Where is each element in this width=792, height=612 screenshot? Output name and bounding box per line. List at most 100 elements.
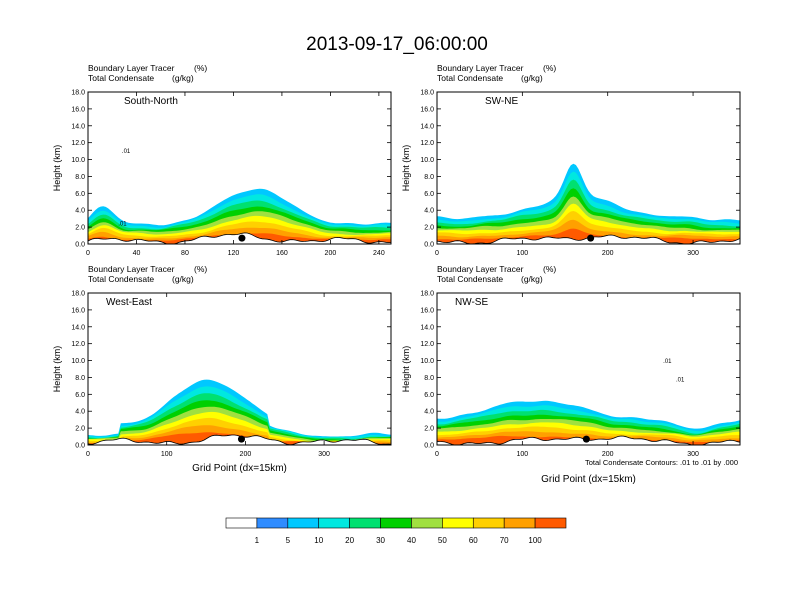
y-tick-label: 2.0 [424, 426, 434, 433]
x-tick-label: 300 [687, 451, 699, 458]
header-tracer-label: Boundary Layer Tracer [437, 264, 524, 274]
colorbar-swatch [503, 517, 536, 529]
colorbar-swatch [256, 517, 289, 529]
plot-frame [436, 91, 741, 245]
y-axis-label: Height (km) [401, 346, 411, 393]
header-condensate-unit: (g/kg) [172, 274, 194, 284]
y-tick-label: 12.0 [420, 341, 434, 348]
header-tracer-label: Boundary Layer Tracer [88, 264, 175, 274]
y-tick-label: 0.0 [424, 443, 434, 450]
y-tick-label: 2.0 [424, 225, 434, 232]
header-condensate-unit: (g/kg) [521, 73, 543, 83]
header-tracer-unit: (%) [194, 63, 207, 73]
colorbar-label: 40 [407, 536, 416, 545]
y-axis-label: Height (km) [52, 145, 62, 192]
panel-nw-se: Boundary Layer Tracer (%) Total Condensate… [401, 264, 741, 485]
colorbar-swatch [380, 517, 412, 529]
y-tick-label: 16.0 [420, 106, 434, 113]
y-tick-label: 10.0 [420, 157, 434, 164]
colorbar-label: 100 [528, 536, 542, 545]
y-tick-label: 10.0 [420, 358, 434, 365]
y-tick-label: 4.0 [75, 409, 85, 416]
center-dot [587, 234, 595, 242]
colorbar-swatch [287, 517, 320, 529]
header-tracer-unit: (%) [194, 264, 207, 274]
tracer-field [437, 163, 740, 244]
x-tick-label: 200 [325, 250, 337, 257]
x-tick-label: 200 [602, 451, 614, 458]
contour-label: .01 [663, 359, 672, 365]
x-tick-label: 200 [240, 451, 252, 458]
contour-label: .01 [122, 149, 131, 155]
x-tick-label: 160 [276, 250, 288, 257]
x-tick-label: 0 [86, 250, 90, 257]
panel-name: West-East [106, 297, 152, 308]
x-tick-label: 0 [435, 250, 439, 257]
y-tick-label: 10.0 [71, 358, 85, 365]
header-condensate-unit: (g/kg) [172, 73, 194, 83]
x-tick-label: 40 [133, 250, 141, 257]
y-axis-label: Height (km) [401, 145, 411, 192]
colorbar-label: 20 [345, 536, 354, 545]
y-tick-label: 12.0 [71, 140, 85, 147]
y-tick-label: 14.0 [420, 123, 434, 130]
y-tick-label: 12.0 [420, 140, 434, 147]
header-tracer-unit: (%) [543, 63, 556, 73]
y-tick-label: 6.0 [424, 392, 434, 399]
y-tick-label: 8.0 [75, 375, 85, 382]
colorbar-swatch [472, 517, 505, 529]
panel-sw-ne: Boundary Layer Tracer (%) Total Condensate… [401, 63, 741, 257]
header-tracer-unit: (%) [543, 264, 556, 274]
header-condensate-label: Total Condensate [437, 73, 503, 83]
y-tick-label: 0.0 [75, 443, 85, 450]
x-axis-label: Grid Point (dx=15km) [192, 463, 287, 474]
y-tick-label: 14.0 [71, 123, 85, 130]
header-tracer-label: Boundary Layer Tracer [437, 63, 524, 73]
x-tick-label: 0 [435, 451, 439, 458]
colorbar-label: 60 [469, 536, 478, 545]
panel-west-east: Boundary Layer Tracer (%) Total Condensate… [52, 264, 392, 474]
x-tick-label: 100 [517, 451, 529, 458]
y-tick-label: 14.0 [420, 324, 434, 331]
x-tick-label: 100 [161, 451, 173, 458]
colorbar-swatch [318, 517, 350, 529]
x-tick-label: 240 [373, 250, 385, 257]
y-tick-label: 4.0 [424, 409, 434, 416]
y-tick-label: 0.0 [75, 242, 85, 249]
x-tick-label: 100 [517, 250, 529, 257]
y-tick-label: 18.0 [71, 291, 85, 298]
y-tick-label: 8.0 [424, 174, 434, 181]
header-condensate-unit: (g/kg) [521, 274, 543, 284]
y-tick-label: 2.0 [75, 225, 85, 232]
panels: Boundary Layer Tracer (%) Total Condensate… [52, 63, 741, 485]
y-tick-label: 6.0 [75, 191, 85, 198]
colorbar: 1 5 10 20 30 40 50 60 70 100 [225, 517, 567, 545]
y-tick-label: 4.0 [424, 208, 434, 215]
y-tick-label: 18.0 [420, 291, 434, 298]
center-dot [237, 435, 245, 443]
y-tick-label: 6.0 [75, 392, 85, 399]
x-tick-label: 200 [602, 250, 614, 257]
contour-footnote: Total Condensate Contours: .01 to .01 by… [585, 458, 738, 467]
y-tick-label: 16.0 [420, 307, 434, 314]
y-tick-label: 6.0 [424, 191, 434, 198]
colorbar-label: 70 [500, 536, 509, 545]
x-axis-label: Grid Point (dx=15km) [541, 474, 636, 485]
x-tick-label: 120 [228, 250, 240, 257]
y-tick-label: 18.0 [420, 90, 434, 97]
plot-frame [87, 91, 392, 245]
contour-label: .01 [118, 221, 127, 227]
colorbar-swatch [411, 517, 443, 529]
y-tick-label: 8.0 [424, 375, 434, 382]
center-dot [238, 234, 246, 242]
header-condensate-label: Total Condensate [437, 274, 503, 284]
panel-south-north: Boundary Layer Tracer (%) Total Condensate… [52, 63, 392, 257]
colorbar-label: 50 [438, 536, 447, 545]
y-axis-label: Height (km) [52, 346, 62, 393]
colorbar-swatch [225, 517, 258, 529]
x-tick-label: 0 [86, 451, 90, 458]
y-tick-label: 0.0 [424, 242, 434, 249]
y-tick-label: 10.0 [71, 157, 85, 164]
tracer-field [437, 400, 740, 445]
